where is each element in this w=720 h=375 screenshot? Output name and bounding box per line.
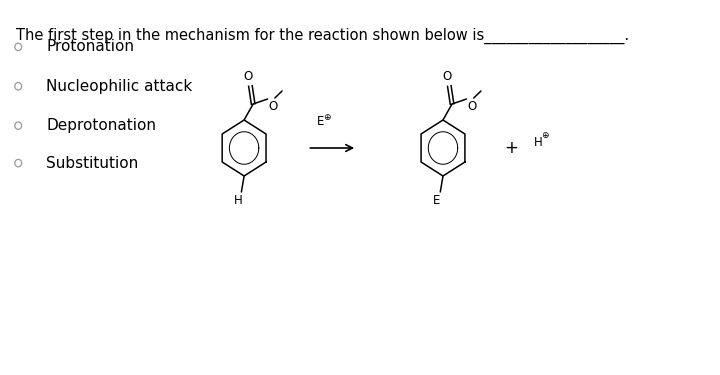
Text: Substitution: Substitution: [46, 156, 138, 171]
Text: Nucleophilic attack: Nucleophilic attack: [46, 79, 192, 94]
Text: E: E: [316, 115, 324, 128]
Text: H: H: [233, 194, 242, 207]
Text: Protonation: Protonation: [46, 39, 134, 54]
Text: O: O: [269, 100, 278, 113]
Text: O: O: [442, 70, 451, 83]
Text: H: H: [534, 136, 542, 150]
Text: The first step in the mechanism for the reaction shown below is_________________: The first step in the mechanism for the …: [17, 28, 629, 44]
Text: +: +: [504, 139, 518, 157]
Text: E: E: [433, 194, 441, 207]
Text: ⊕: ⊕: [324, 113, 331, 122]
Text: ⊕: ⊕: [541, 132, 549, 141]
Text: Deprotonation: Deprotonation: [46, 118, 156, 133]
Text: O: O: [243, 70, 252, 83]
Text: O: O: [467, 100, 477, 113]
